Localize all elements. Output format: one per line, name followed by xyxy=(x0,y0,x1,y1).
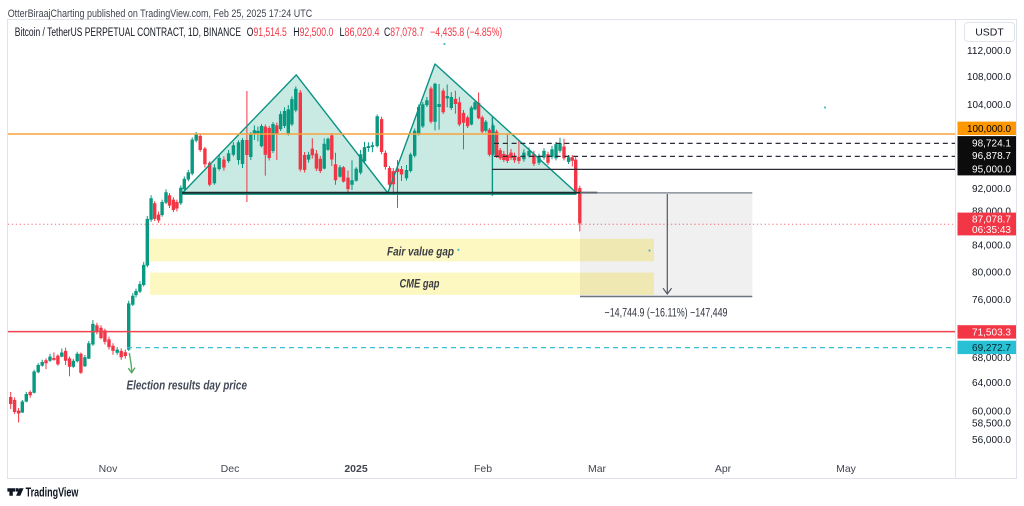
svg-text:100,000.0: 100,000.0 xyxy=(967,123,1011,135)
svg-text:O91,514.5: O91,514.5 xyxy=(247,27,287,39)
svg-text:84,000.0: 84,000.0 xyxy=(972,240,1011,252)
svg-text:71,503.3: 71,503.3 xyxy=(972,327,1011,339)
svg-text:60,000.0: 60,000.0 xyxy=(972,406,1011,418)
svg-text:H92,500.0: H92,500.0 xyxy=(293,27,333,39)
svg-text:80,000.0: 80,000.0 xyxy=(972,267,1011,279)
svg-text:Feb: Feb xyxy=(474,463,492,475)
svg-text:56,000.0: 56,000.0 xyxy=(972,434,1011,446)
svg-text:96,878.7: 96,878.7 xyxy=(972,150,1011,162)
svg-text:87,078.7: 87,078.7 xyxy=(972,213,1011,225)
svg-text:Bitcoin / TetherUS PERPETUAL C: Bitcoin / TetherUS PERPETUAL CONTRACT, 1… xyxy=(15,27,241,39)
svg-text:68,000.0: 68,000.0 xyxy=(972,352,1011,364)
svg-text:58,500.0: 58,500.0 xyxy=(972,418,1011,430)
svg-text:2025: 2025 xyxy=(344,463,368,475)
svg-text:98,724.1: 98,724.1 xyxy=(972,137,1011,149)
svg-text:Election results day price: Election results day price xyxy=(127,379,248,393)
svg-text:Fair value gap: Fair value gap xyxy=(387,244,454,258)
svg-text:Mar: Mar xyxy=(588,463,607,475)
svg-text:C87,078.7: C87,078.7 xyxy=(384,27,424,39)
svg-text:CME gap: CME gap xyxy=(400,277,440,291)
svg-text:Apr: Apr xyxy=(715,463,732,475)
svg-text:95,000.0: 95,000.0 xyxy=(972,163,1011,175)
svg-text:USDT: USDT xyxy=(975,27,1004,39)
svg-text:May: May xyxy=(836,463,857,475)
svg-text:Dec: Dec xyxy=(221,463,240,475)
svg-text:−14,744.9 (−16.11%) −147,449: −14,744.9 (−16.11%) −147,449 xyxy=(605,308,728,320)
svg-text:L86,020.4: L86,020.4 xyxy=(340,27,380,39)
svg-text:108,000.0: 108,000.0 xyxy=(967,71,1011,83)
svg-text:−4,435.8 (−4.85%): −4,435.8 (−4.85%) xyxy=(430,27,502,39)
svg-text:64,000.0: 64,000.0 xyxy=(972,377,1011,389)
svg-text:76,000.0: 76,000.0 xyxy=(972,294,1011,306)
svg-text:06:35:43: 06:35:43 xyxy=(972,224,1011,236)
svg-text:Nov: Nov xyxy=(99,463,118,475)
svg-text:69,272.7: 69,272.7 xyxy=(972,342,1011,354)
svg-text:TradingView: TradingView xyxy=(26,485,79,499)
svg-text:OtterBiraajCharting published: OtterBiraajCharting published on Trading… xyxy=(8,8,313,20)
svg-text:104,000.0: 104,000.0 xyxy=(967,99,1011,111)
svg-text:92,000.0: 92,000.0 xyxy=(972,183,1011,195)
svg-text:112,000.0: 112,000.0 xyxy=(967,45,1011,57)
